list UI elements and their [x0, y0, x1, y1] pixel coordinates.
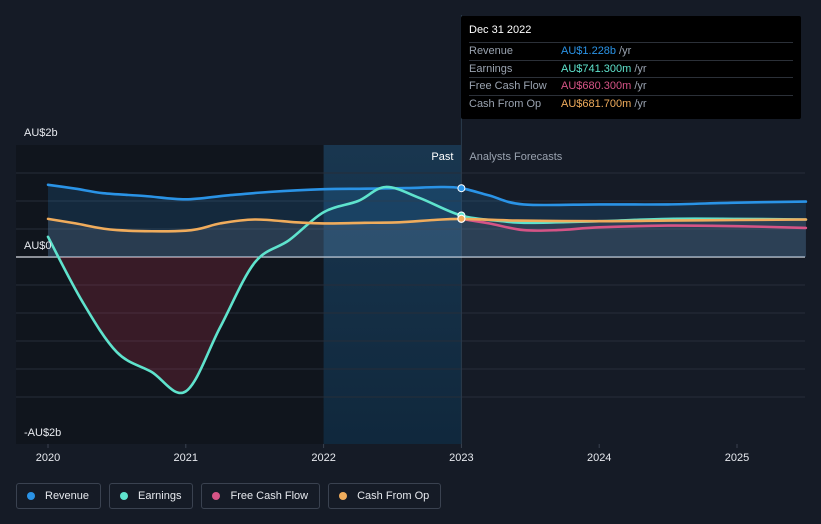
x-tick-label: 2023: [449, 452, 473, 464]
tooltip-row-cash-from-op: Cash From Op AU$681.700m /yr: [469, 96, 793, 113]
legend-label: Free Cash Flow: [230, 490, 309, 502]
tooltip-date: Dec 31 2022: [469, 24, 793, 43]
y-tick-label: -AU$2b: [24, 427, 61, 439]
tooltip-value: AU$741.300m: [561, 62, 632, 75]
tooltip-value: AU$680.300m: [561, 80, 632, 92]
x-tick-label: 2022: [311, 452, 335, 464]
marker-revenue: [457, 184, 466, 193]
legend-label: Revenue: [45, 490, 90, 502]
tooltip: Dec 31 2022 Revenue AU$1.228b /yr Earnin…: [461, 16, 801, 119]
cash-from-op-area: [48, 218, 806, 257]
series-line-free-cash-flow: [460, 217, 808, 233]
series-line-cash-from-op: [46, 217, 808, 233]
past-label: Past: [431, 151, 453, 163]
forecast-label: Analysts Forecasts: [469, 151, 562, 163]
legend-label: Cash From Op: [357, 490, 430, 502]
y-tick-label: AU$0: [24, 240, 52, 252]
highlight-band: [323, 145, 462, 444]
x-tick-label: 2021: [174, 452, 198, 464]
legend-item-free-cash-flow[interactable]: Free Cash Flow: [201, 483, 321, 509]
tooltip-label: Revenue: [469, 45, 514, 57]
tooltip-row-revenue: Revenue AU$1.228b /yr: [469, 43, 793, 61]
tooltip-label: Free Cash Flow: [469, 80, 547, 92]
legend-label: Earnings: [138, 490, 182, 502]
legend-item-revenue[interactable]: Revenue: [16, 483, 102, 509]
tooltip-unit: /yr: [619, 45, 632, 57]
x-tick-label: 2020: [36, 452, 60, 464]
tooltip-unit: /yr: [634, 62, 647, 75]
tooltip-unit: /yr: [634, 80, 647, 92]
tooltip-label: Cash From Op: [469, 97, 542, 110]
legend-item-earnings[interactable]: Earnings: [109, 483, 194, 509]
tooltip-label: Earnings: [469, 62, 513, 75]
legend-dot-icon: [212, 492, 221, 500]
y-tick-label: AU$2b: [24, 127, 58, 139]
tooltip-row-earnings: Earnings AU$741.300m /yr: [469, 61, 793, 78]
marker-cash-from-op: [457, 214, 466, 223]
tooltip-unit: /yr: [634, 97, 647, 110]
legend-dot-icon: [27, 492, 35, 500]
x-tick-label: 2025: [725, 452, 749, 464]
legend-dot-icon: [120, 492, 129, 500]
tooltip-value: AU$681.700m: [561, 97, 632, 110]
legend-item-cash-from-op[interactable]: Cash From Op: [328, 483, 442, 509]
tooltip-row-free-cash-flow: Free Cash Flow AU$680.300m /yr: [469, 78, 793, 96]
x-tick-label: 2024: [587, 452, 611, 464]
legend-dot-icon: [339, 492, 348, 500]
legend: Revenue Earnings Free Cash Flow Cash Fro…: [16, 483, 442, 509]
tooltip-value: AU$1.228b: [561, 45, 617, 57]
